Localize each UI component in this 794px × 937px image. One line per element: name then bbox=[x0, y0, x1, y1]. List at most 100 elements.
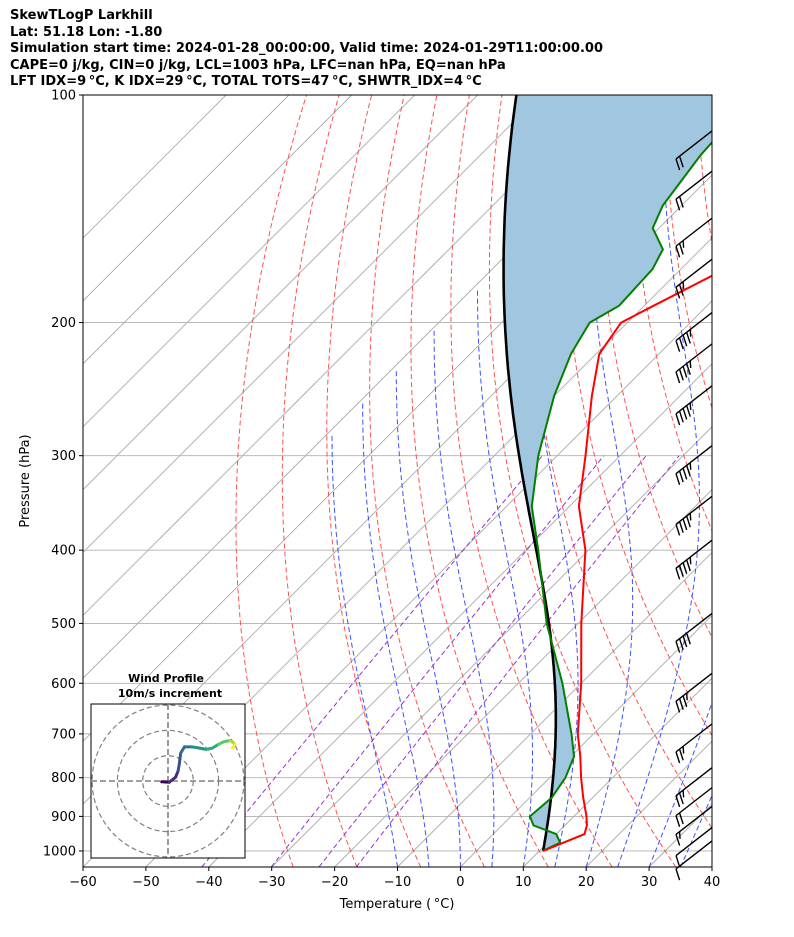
wind-barb bbox=[675, 312, 713, 352]
moist-adiabat bbox=[331, 433, 398, 867]
y-tick-label: 500 bbox=[51, 617, 76, 632]
y-tick-label: 300 bbox=[51, 449, 76, 464]
dry-adiabat bbox=[664, 95, 712, 410]
wind-barb bbox=[675, 130, 713, 171]
moist-adiabat bbox=[680, 794, 712, 867]
wind-barb bbox=[675, 445, 713, 486]
moist-adiabat bbox=[395, 368, 461, 867]
x-axis-label: Temperature ( °C) bbox=[339, 897, 455, 912]
y-tick-label: 400 bbox=[51, 544, 76, 559]
x-tick-label: 40 bbox=[704, 875, 721, 890]
mixing-ratio-line bbox=[355, 455, 680, 867]
y-tick-label: 800 bbox=[51, 771, 76, 786]
header-title: SkewTLogP Larkhill bbox=[10, 8, 153, 23]
dry-adiabat bbox=[488, 95, 677, 867]
dry-adiabat bbox=[410, 95, 549, 867]
isotherm-line bbox=[83, 95, 478, 491]
dry-adiabat bbox=[235, 95, 307, 867]
cape-cin-shading bbox=[503, 95, 712, 851]
moist-adiabat bbox=[617, 111, 701, 867]
x-tick-label: 10 bbox=[515, 875, 532, 890]
isotherm-line bbox=[271, 426, 712, 867]
dry-adiabat bbox=[450, 95, 613, 867]
axes: −60 −50 −40 −30 −20 −10 0 10 20 30 40 1000 900 800 700… bbox=[43, 89, 720, 891]
isotherm-line bbox=[83, 95, 604, 617]
x-tick-label: −10 bbox=[384, 875, 411, 890]
mixing-ratio-line bbox=[201, 455, 543, 867]
isotherm-line bbox=[83, 95, 541, 554]
isotherm-line bbox=[83, 95, 353, 365]
wind-barb bbox=[675, 217, 713, 258]
wind-barb bbox=[675, 258, 713, 299]
header-times: Simulation start time: 2024-01-28_00:00:… bbox=[10, 41, 603, 57]
header-location: Lat: 51.18 Lon: -1.80 bbox=[10, 24, 163, 40]
wind-barb bbox=[675, 840, 713, 881]
header-indices-2: LFT IDX=9 °C, K IDX=29 °C, TOTAL TOTS=47… bbox=[10, 74, 482, 90]
y-tick-label: 100 bbox=[51, 89, 76, 104]
y-tick-label: 1000 bbox=[43, 844, 76, 859]
dry-adiabat bbox=[369, 95, 485, 867]
chart-header: SkewTLogP Larkhill Lat: 51.18 Lon: -1.80… bbox=[10, 8, 603, 91]
x-tick-label: 30 bbox=[641, 875, 658, 890]
x-tick-label: −30 bbox=[258, 875, 285, 890]
hodograph-segment bbox=[177, 751, 183, 765]
moist-adiabat bbox=[648, 701, 712, 867]
moist-adiabat bbox=[744, 95, 794, 867]
y-tick-label: 700 bbox=[51, 727, 76, 742]
moist-adiabat bbox=[477, 288, 533, 867]
x-tick-label: −50 bbox=[132, 875, 159, 890]
isotherm-line bbox=[522, 677, 712, 867]
temperature-line bbox=[542, 274, 712, 852]
wind-barb bbox=[675, 805, 713, 846]
hodograph-subtitle: 10m/s increment bbox=[118, 687, 222, 700]
wind-barb bbox=[675, 612, 713, 653]
y-tick-label: 900 bbox=[51, 810, 76, 825]
x-tick-label: −20 bbox=[321, 875, 348, 890]
x-tick-label: −60 bbox=[69, 875, 96, 890]
wind-barbs bbox=[675, 130, 713, 881]
wind-barb bbox=[675, 767, 713, 808]
x-tick-label: −40 bbox=[195, 875, 222, 890]
moist-adiabat bbox=[585, 181, 634, 867]
dry-adiabat bbox=[281, 95, 358, 867]
wind-barb bbox=[675, 787, 713, 827]
isotherm-line bbox=[711, 866, 712, 867]
hodograph-segment bbox=[231, 742, 237, 750]
profiles bbox=[502, 95, 712, 852]
isotherm-line bbox=[460, 614, 712, 867]
wind-barb bbox=[675, 672, 713, 713]
moist-adiabat bbox=[527, 238, 579, 867]
isotherm-line bbox=[397, 551, 712, 867]
dewpoint-line bbox=[528, 140, 712, 852]
isotherm-line bbox=[83, 95, 227, 239]
x-tick-label: 20 bbox=[578, 875, 595, 890]
moist-adiabat bbox=[711, 865, 712, 867]
moist-adiabat bbox=[433, 330, 495, 867]
x-tick-label: 0 bbox=[456, 875, 464, 890]
dry-adiabat bbox=[763, 95, 794, 867]
wind-barb bbox=[675, 539, 713, 580]
isotherm-line bbox=[83, 95, 416, 428]
isotherm-line bbox=[83, 95, 290, 302]
isotherm-line bbox=[208, 363, 712, 867]
wind-barb bbox=[675, 827, 713, 867]
y-tick-label: 600 bbox=[51, 677, 76, 692]
y-axis-label: Pressure (hPa) bbox=[18, 434, 33, 527]
wind-barb bbox=[675, 343, 713, 384]
hodograph-inset: Wind Profile 10m/s increment bbox=[90, 672, 246, 859]
hodograph-ring bbox=[91, 704, 245, 858]
isotherm-line bbox=[334, 488, 712, 867]
mixing-ratio-line bbox=[318, 455, 647, 867]
header-indices-1: CAPE=0 j/kg, CIN=0 j/kg, LCL=1003 hPa, L… bbox=[10, 57, 506, 73]
wind-barb bbox=[675, 385, 713, 426]
dry-adiabat bbox=[597, 95, 712, 639]
mixing-ratio-line bbox=[270, 455, 605, 867]
hodograph-title: Wind Profile bbox=[128, 672, 204, 685]
y-tick-label: 200 bbox=[51, 316, 76, 331]
dry-adiabat bbox=[730, 95, 794, 867]
moist-adiabat bbox=[362, 402, 430, 867]
wind-barb bbox=[675, 723, 713, 764]
wind-barb bbox=[675, 495, 713, 536]
shaded-area bbox=[503, 95, 712, 851]
